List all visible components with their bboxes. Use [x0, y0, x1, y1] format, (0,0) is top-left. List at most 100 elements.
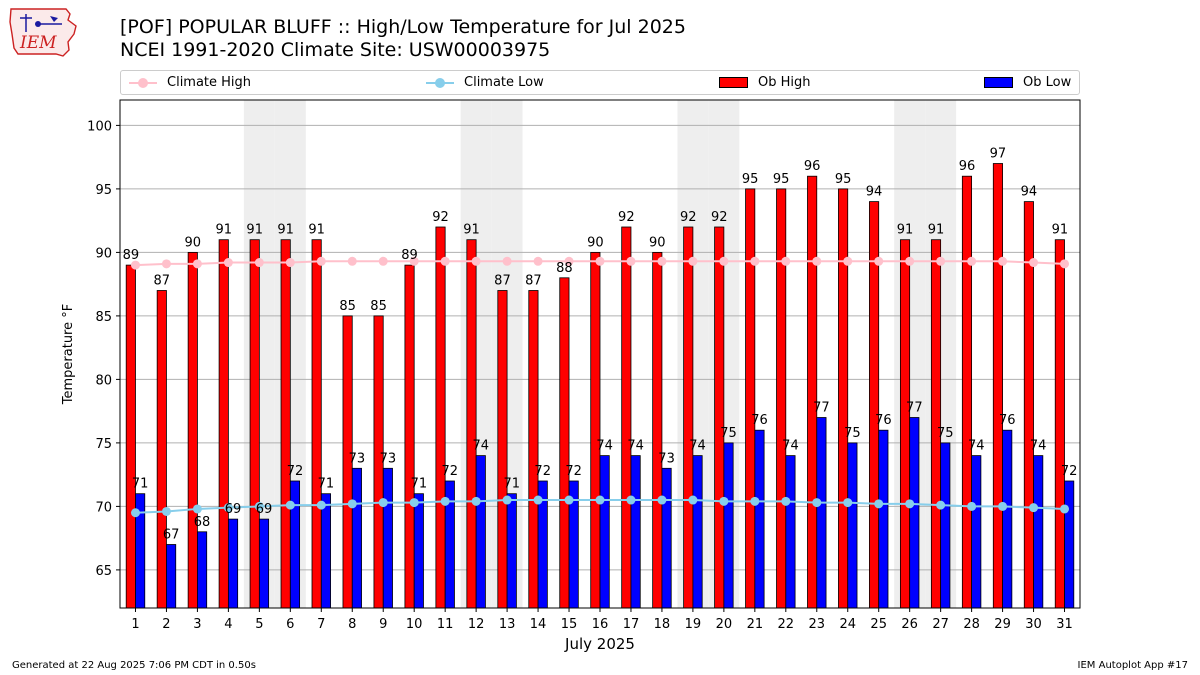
climate-high-swatch: [129, 77, 157, 88]
ob-high-value-label: 91: [928, 223, 945, 238]
x-tick-label: 26: [901, 617, 918, 632]
x-tick-label: 8: [348, 617, 356, 632]
climate-high-point: [502, 256, 512, 266]
ob-high-value-label: 90: [587, 235, 604, 250]
climate-low-point: [409, 498, 419, 508]
climate-low-point: [254, 501, 264, 511]
ob-low-value-label: 71: [132, 477, 149, 492]
climate-high-point: [905, 256, 915, 266]
ob-low-value-label: 74: [627, 439, 644, 454]
ob-low-value-label: 76: [751, 413, 768, 428]
climate-high-point: [595, 256, 605, 266]
ob-low-swatch: [984, 77, 1013, 88]
x-tick-label: 31: [1056, 617, 1073, 632]
climate-low-point: [750, 496, 760, 506]
ob-high-bar: [961, 175, 973, 609]
ob-low-value-label: 67: [163, 528, 180, 543]
ob-high-bar: [838, 188, 849, 609]
climate-low-point: [192, 504, 202, 514]
ob-high-value-label: 87: [154, 274, 171, 289]
legend-label: Climate High: [167, 75, 252, 90]
climate-high-point: [471, 256, 481, 266]
legend-item-ob-high: Ob High: [719, 71, 811, 94]
climate-high-point: [316, 256, 326, 266]
chart-subtitle: NCEI 1991-2020 Climate Site: USW00003975: [120, 39, 551, 61]
ob-high-bar: [899, 239, 911, 609]
x-tick-label: 10: [406, 617, 423, 632]
ob-low-value-label: 75: [937, 426, 954, 441]
x-axis-label: July 2025: [564, 635, 635, 653]
climate-high-point: [936, 256, 946, 266]
climate-low-point: [812, 498, 822, 508]
ob-high-value-label: 94: [1021, 185, 1038, 200]
ob-low-value-label: 74: [968, 439, 985, 454]
x-tick-label: 15: [561, 617, 578, 632]
climate-low-point: [998, 501, 1008, 511]
ob-low-bar: [878, 429, 889, 609]
climate-low-point: [967, 501, 977, 511]
ob-high-value-label: 87: [494, 274, 511, 289]
ob-low-bar: [599, 455, 610, 609]
ob-low-bar: [413, 493, 424, 609]
x-tick-label: 18: [654, 617, 671, 632]
ob-high-value-label: 90: [185, 235, 202, 250]
climate-high-point: [1029, 258, 1039, 268]
climate-high-point: [719, 256, 729, 266]
ob-high-bar: [435, 226, 446, 609]
climate-high-point: [967, 256, 977, 266]
climate-low-point: [688, 495, 698, 505]
x-tick-label: 19: [685, 617, 702, 632]
ob-high-swatch: [719, 77, 748, 88]
ob-low-value-label: 71: [411, 477, 428, 492]
climate-low-point: [1029, 503, 1039, 513]
climate-high-point: [626, 256, 636, 266]
climate-low-point: [161, 506, 171, 516]
ob-high-bar: [930, 239, 942, 609]
legend-label: Ob Low: [1023, 75, 1072, 90]
ob-high-value-label: 91: [246, 223, 263, 238]
ob-high-value-label: 97: [990, 147, 1007, 162]
ob-low-bar: [382, 467, 393, 609]
ob-high-value-label: 91: [308, 223, 325, 238]
climate-high-point: [409, 256, 419, 266]
climate-high-point: [874, 256, 884, 266]
climate-high-point: [843, 256, 853, 266]
x-tick-label: 6: [286, 617, 294, 632]
chart-title: [POF] POPULAR BLUFF :: High/Low Temperat…: [120, 16, 686, 38]
x-tick-label: 23: [809, 617, 826, 632]
climate-low-point: [595, 495, 605, 505]
chart-legend: Climate High Climate Low Ob High Ob Low: [120, 70, 1080, 95]
climate-high-point: [161, 259, 171, 269]
ob-low-bar: [1064, 480, 1075, 609]
ob-high-bar: [590, 251, 601, 609]
x-tick-label: 25: [870, 617, 887, 632]
ob-high-value-label: 92: [680, 210, 697, 225]
climate-low-point: [843, 498, 853, 508]
ob-high-value-label: 94: [866, 185, 883, 200]
y-axis-label: Temperature °F: [61, 304, 76, 405]
climate-high-point: [347, 256, 357, 266]
climate-high-point: [998, 256, 1008, 266]
y-tick-label: 100: [87, 119, 112, 134]
ob-low-bar: [320, 493, 331, 609]
ob-high-value-label: 96: [959, 159, 976, 174]
ob-low-bar: [258, 518, 270, 609]
ob-low-value-label: 74: [1030, 439, 1047, 454]
ob-high-bar: [714, 226, 725, 609]
ob-low-bar: [661, 467, 672, 609]
x-tick-label: 2: [162, 617, 170, 632]
x-tick-label: 29: [994, 617, 1011, 632]
ob-low-bar: [723, 442, 734, 609]
climate-high-point: [657, 256, 667, 266]
climate-low-point: [564, 495, 574, 505]
y-tick-label: 95: [95, 183, 112, 198]
ob-high-value-label: 95: [773, 172, 790, 187]
y-tick-label: 90: [95, 246, 112, 261]
ob-low-bar: [909, 417, 920, 609]
climate-high-point: [285, 258, 295, 268]
ob-low-bar: [630, 455, 641, 609]
ob-low-value-label: 75: [720, 426, 737, 441]
climate-low-point: [316, 500, 326, 510]
ob-high-bar: [218, 239, 229, 609]
y-tick-label: 70: [95, 500, 112, 515]
